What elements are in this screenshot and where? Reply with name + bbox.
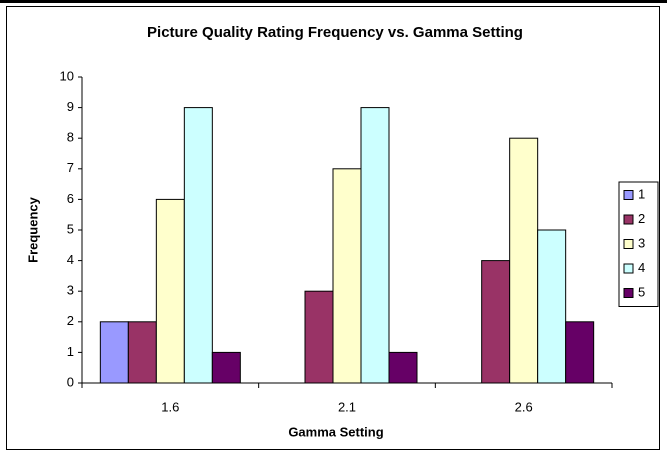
bar: [360, 107, 390, 384]
y-tick-label: 8: [67, 130, 74, 145]
x-axis-label: Gamma Setting: [288, 424, 383, 439]
bar: [332, 168, 362, 384]
legend-label: 4: [638, 260, 645, 275]
legend-swatch: [623, 214, 634, 225]
y-tick-label: 9: [67, 99, 74, 114]
legend-swatch: [623, 288, 634, 298]
bar: [155, 198, 185, 384]
legend-label: 3: [638, 235, 645, 250]
y-axis-label: Frequency: [25, 196, 40, 263]
bar: [183, 107, 213, 384]
chart-border: [6, 6, 660, 450]
y-tick-label: 3: [67, 283, 74, 298]
x-tick-label: 2.6: [515, 399, 533, 414]
y-tick-label: 7: [67, 160, 74, 175]
x-tick-label: 2.1: [338, 399, 356, 414]
bar: [537, 229, 567, 384]
legend-swatch: [623, 190, 634, 200]
legend-swatch: [623, 263, 634, 274]
bar: [127, 321, 157, 384]
y-tick-label: 6: [67, 191, 74, 206]
legend-label: 1: [638, 186, 645, 201]
legend-label: 5: [638, 284, 645, 299]
y-tick-label: 1: [67, 344, 74, 359]
bar: [304, 290, 334, 384]
bar: [388, 351, 418, 384]
chart-title: Picture Quality Rating Frequency vs. Gam…: [147, 24, 523, 41]
x-tick-label: 1.6: [161, 399, 179, 414]
legend-label: 2: [638, 211, 645, 226]
bar: [481, 260, 511, 384]
bar: [509, 137, 539, 384]
bar: [565, 321, 595, 384]
y-tick-label: 2: [67, 313, 74, 328]
legend-swatch: [623, 239, 634, 249]
y-tick-label: 4: [67, 252, 74, 267]
y-tick-label: 5: [67, 221, 74, 236]
y-tick-label: 0: [67, 374, 74, 389]
bar: [99, 321, 129, 384]
y-tick-label: 10: [60, 68, 74, 83]
bar: [211, 351, 241, 384]
